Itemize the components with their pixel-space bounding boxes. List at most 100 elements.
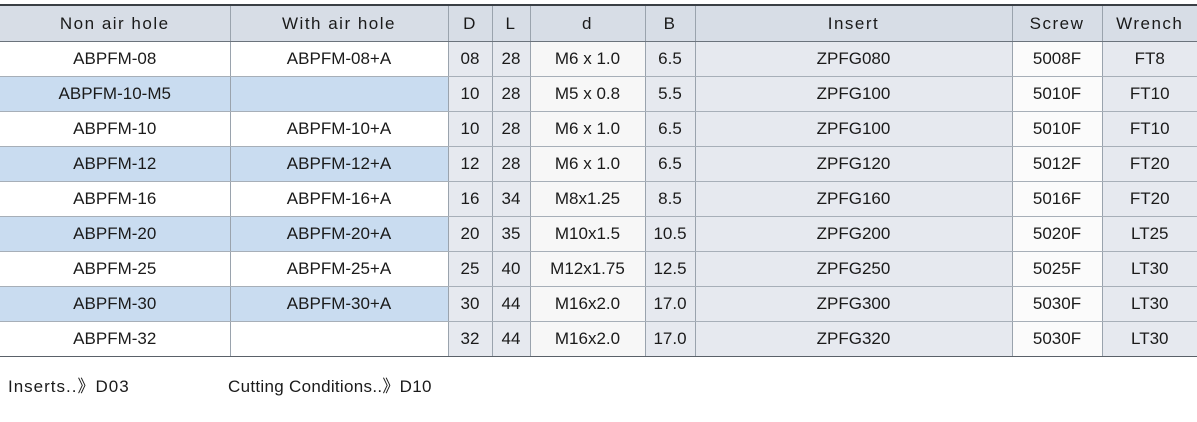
table-cell: 8.5 — [644, 181, 696, 217]
table-cell: 5008F — [1011, 41, 1103, 77]
table-cell: 5025F — [1011, 251, 1103, 287]
cutting-link[interactable]: Cutting Conditions..》D10 — [228, 377, 432, 396]
table-cell: 5030F — [1011, 321, 1103, 357]
table-cell: 17.0 — [644, 286, 696, 322]
table-cell: ABPFM-25 — [0, 251, 231, 287]
table-cell: ABPFM-10-M5 — [0, 76, 231, 112]
table-cell: ZPFG080 — [694, 41, 1013, 77]
table-cell: 6.5 — [644, 146, 696, 182]
table-row: ABPFM-16 ABPFM-16+A 16 34 M8x1.25 8.5 ZPFG160 5… — [0, 181, 1197, 217]
table-cell: 44 — [491, 286, 531, 322]
table-cell — [229, 321, 449, 357]
table-cell: ABPFM-10+A — [229, 111, 449, 147]
table-cell: M5 x 0.8 — [529, 76, 646, 112]
table-cell: 28 — [491, 76, 531, 112]
table-row: ABPFM-25 ABPFM-25+A 25 40 M12x1.75 12.5 ZPFG25… — [0, 251, 1197, 287]
table-cell: ABPFM-32 — [0, 321, 231, 357]
header-cell: B — [644, 4, 696, 42]
table-row: ABPFM-12 ABPFM-12+A 12 28 M6 x 1.0 6.5 ZPFG120… — [0, 146, 1197, 182]
table-cell: ZPFG120 — [694, 146, 1013, 182]
table-cell: ABPFM-20 — [0, 216, 231, 252]
table-cell: 32 — [447, 321, 493, 357]
table-cell: 44 — [491, 321, 531, 357]
table-cell: 30 — [447, 286, 493, 322]
table-cell: 12.5 — [644, 251, 696, 287]
table-cell: ABPFM-30 — [0, 286, 231, 322]
table-cell: ZPFG100 — [694, 111, 1013, 147]
table-cell: 5.5 — [644, 76, 696, 112]
header-cell: Insert — [694, 4, 1013, 42]
table-row: ABPFM-08 ABPFM-08+A 08 28 M6 x 1.0 6.5 ZPFG080… — [0, 41, 1197, 77]
table-cell: 17.0 — [644, 321, 696, 357]
table-cell: 20 — [447, 216, 493, 252]
table-row: ABPFM-10 ABPFM-10+A 10 28 M6 x 1.0 6.5 ZPFG100… — [0, 111, 1197, 147]
table-cell: 28 — [491, 41, 531, 77]
table-cell: ABPFM-25+A — [229, 251, 449, 287]
table-cell: 35 — [491, 216, 531, 252]
table-cell: ABPFM-12+A — [229, 146, 449, 182]
table-cell: M16x2.0 — [529, 321, 646, 357]
table-cell: ABPFM-16+A — [229, 181, 449, 217]
header-cell: Non air hole — [0, 4, 231, 42]
table-cell: ZPFG160 — [694, 181, 1013, 217]
table-cell: ZPFG300 — [694, 286, 1013, 322]
table-cell: ABPFM-12 — [0, 146, 231, 182]
table-cell: 5016F — [1011, 181, 1103, 217]
table-cell: 5010F — [1011, 76, 1103, 112]
table-cell: ZPFG100 — [694, 76, 1013, 112]
table-cell: 08 — [447, 41, 493, 77]
table-cell: FT20 — [1101, 146, 1197, 182]
table-cell: 5020F — [1011, 216, 1103, 252]
header-cell: Wrench — [1101, 4, 1197, 42]
table-cell: FT10 — [1101, 111, 1197, 147]
table-cell: FT20 — [1101, 181, 1197, 217]
table-cell: 28 — [491, 111, 531, 147]
inserts-link[interactable]: Inserts..》D03 — [8, 377, 130, 396]
table-cell — [229, 76, 449, 112]
table-cell: 6.5 — [644, 41, 696, 77]
table-cell: LT25 — [1101, 216, 1197, 252]
table-cell: M16x2.0 — [529, 286, 646, 322]
table-cell: ABPFM-30+A — [229, 286, 449, 322]
table-cell: 5030F — [1011, 286, 1103, 322]
table-cell: M6 x 1.0 — [529, 146, 646, 182]
table-cell: 5010F — [1011, 111, 1103, 147]
table-cell: ZPFG250 — [694, 251, 1013, 287]
table-cell: M10x1.5 — [529, 216, 646, 252]
table-cell: LT30 — [1101, 286, 1197, 322]
table-row: ABPFM-30 ABPFM-30+A 30 44 M16x2.0 17.0 ZPFG300… — [0, 286, 1197, 322]
table-cell: 28 — [491, 146, 531, 182]
table-cell: FT8 — [1101, 41, 1197, 77]
table-cell: 5012F — [1011, 146, 1103, 182]
table-cell: ABPFM-08+A — [229, 41, 449, 77]
table-cell: LT30 — [1101, 321, 1197, 357]
table-cell: 40 — [491, 251, 531, 287]
header-cell: With air hole — [229, 4, 449, 42]
table-cell: 6.5 — [644, 111, 696, 147]
header-cell: D — [447, 4, 493, 42]
table-cell: LT30 — [1101, 251, 1197, 287]
header-cell: d — [529, 4, 646, 42]
table-row: ABPFM-10-M5 10 28 M5 x 0.8 5.5 ZPFG100 5010F FT… — [0, 76, 1197, 112]
table-cell: ZPFG200 — [694, 216, 1013, 252]
table-row: ABPFM-20 ABPFM-20+A 20 35 M10x1.5 10.5 ZPFG200… — [0, 216, 1197, 252]
table-cell: 16 — [447, 181, 493, 217]
table-cell: ABPFM-08 — [0, 41, 231, 77]
table-cell: ABPFM-10 — [0, 111, 231, 147]
table-cell: FT10 — [1101, 76, 1197, 112]
table-cell: M6 x 1.0 — [529, 111, 646, 147]
table-cell: 25 — [447, 251, 493, 287]
table-cell: M6 x 1.0 — [529, 41, 646, 77]
header-cell: Screw — [1011, 4, 1103, 42]
table-cell: ABPFM-16 — [0, 181, 231, 217]
table-cell: ZPFG320 — [694, 321, 1013, 357]
table-row: ABPFM-32 32 44 M16x2.0 17.0 ZPFG320 5030F LT30 — [0, 321, 1197, 357]
table-cell: ABPFM-20+A — [229, 216, 449, 252]
table-cell: M12x1.75 — [529, 251, 646, 287]
table-cell: 12 — [447, 146, 493, 182]
table-cell: 10 — [447, 111, 493, 147]
table-cell: 10 — [447, 76, 493, 112]
